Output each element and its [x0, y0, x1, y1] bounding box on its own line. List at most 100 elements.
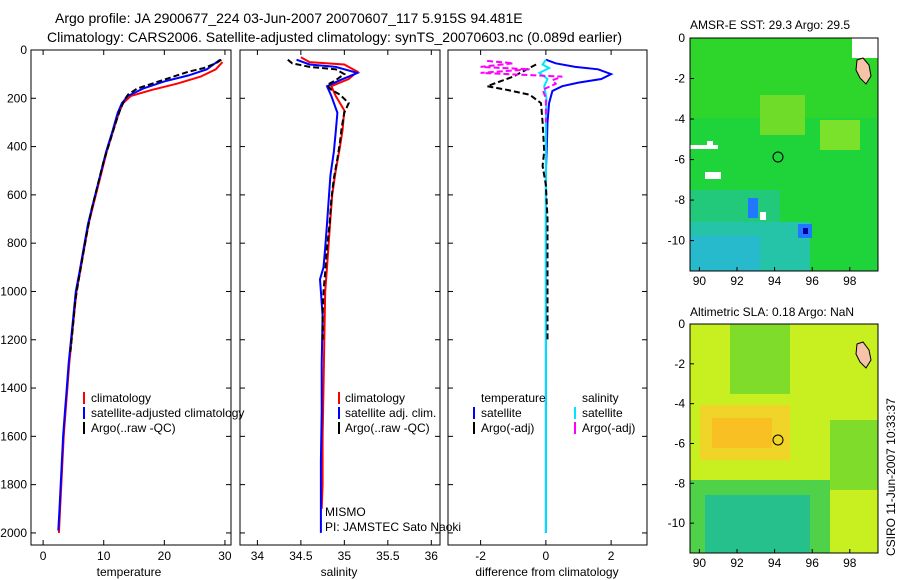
sla_map-ytick-label: -8 — [674, 476, 685, 490]
salinity-xlabel: salinity — [321, 565, 358, 579]
depth-ytick-label: 2000 — [0, 526, 27, 540]
sst-map-patch-blue-1 — [748, 198, 758, 218]
sst-map-nodata-3 — [705, 172, 721, 179]
sst_map-xtick-label: 94 — [768, 274, 782, 288]
depth-ytick-label: 1800 — [0, 478, 27, 492]
salinity-series-argo — [287, 58, 350, 340]
sst_map-ytick-label: -10 — [668, 234, 686, 248]
temperature-axes-frame — [30, 49, 232, 546]
sst_map-xtick-label: 96 — [806, 274, 820, 288]
sla_map-xtick-label: 90 — [693, 556, 707, 570]
sla-map-argo-marker — [772, 434, 784, 446]
sla-map-patch-green-right — [830, 420, 878, 490]
sst-map-patch-darkblue — [803, 228, 808, 234]
sst-map-nodata-top-right — [852, 38, 878, 58]
sla_map-xtick-label: 94 — [768, 556, 782, 570]
sst-map-nodata-1 — [690, 145, 718, 149]
difference-xtick-label: 2 — [608, 549, 615, 563]
sst-map-patch-cyan — [690, 236, 760, 271]
temperature-xtick-label: 10 — [97, 549, 111, 563]
difference-xtick-label: 0 — [543, 549, 550, 563]
sla_map-ytick-label: 0 — [678, 317, 685, 331]
difference-xlabel: difference from climatology — [475, 565, 618, 579]
salinity-xtick-label: 34.5 — [289, 549, 313, 563]
sst_map-ytick-label: -2 — [674, 72, 685, 86]
sst-map-nodata-2 — [707, 141, 713, 147]
salinity-series-climatology — [300, 56, 360, 509]
depth-ytick-label: 1000 — [0, 284, 27, 298]
legend-label-temp-argo: Argo(-adj) — [481, 421, 534, 435]
sla-map-title: Altimetric SLA: 0.18 Argo: NaN — [690, 305, 855, 319]
legend-label-climatology: climatology — [345, 391, 405, 405]
sla_map-xtick-label: 98 — [843, 556, 857, 570]
difference-axes-frame — [447, 49, 648, 546]
depth-ytick-label: 0 — [20, 43, 27, 57]
sst-map-patch-yellowgreen — [760, 95, 805, 135]
legend-label-satellite: satellite-adjusted climatology — [91, 406, 244, 420]
sla_map-ytick-label: -6 — [674, 436, 685, 450]
legend-label-argo: Argo(..raw -QC) — [345, 421, 430, 435]
tick-layer: 0 10 20 30020040060080010001200140016001800… — [0, 31, 856, 570]
sla-map-frame — [689, 323, 879, 554]
temperature-xtick-label: 30 — [218, 549, 232, 563]
sst-map-land — [855, 57, 872, 85]
sst-map-frame — [689, 37, 879, 272]
annotation-pi: PI: JAMSTEC Sato Naoki — [325, 520, 461, 534]
depth-ytick-label: 600 — [7, 188, 27, 202]
profile-title: Argo profile: JA 2900677_224 03-Jun-2007… — [55, 10, 523, 26]
depth-ytick-label: 800 — [7, 236, 27, 250]
sla-map — [689, 323, 879, 554]
legend-label-temp-satellite: satellite — [481, 406, 522, 420]
sst-map — [689, 37, 879, 272]
difference-series-temp-satellite — [544, 58, 614, 533]
temperature-xtick-label: 0 — [40, 549, 47, 563]
sst-map-argo-marker — [772, 151, 784, 163]
depth-ytick-label: 1600 — [0, 429, 27, 443]
sla_map-xtick-label: 96 — [806, 556, 820, 570]
depth-ytick-label: 1200 — [0, 333, 27, 347]
legend-label-argo: Argo(..raw -QC) — [91, 421, 176, 435]
salinity-xtick-label: 35.5 — [376, 549, 400, 563]
difference-series-sal-argo — [480, 59, 563, 123]
salinity-axes-frame — [239, 49, 441, 546]
annotation-mismo: MISMO — [325, 505, 366, 519]
sla_map-ytick-label: -2 — [674, 357, 685, 371]
salinity-xtick-label: 36 — [425, 549, 439, 563]
temperature-xtick-label: 20 — [158, 549, 172, 563]
depth-ytick-label: 1400 — [0, 381, 27, 395]
sst_map-ytick-label: -4 — [674, 112, 685, 126]
salinity-xtick-label: 35 — [338, 549, 352, 563]
temperature-panel: temperature climatology satellite-adjust… — [30, 49, 244, 579]
sst_map-ytick-label: -6 — [674, 153, 685, 167]
depth-ytick-label: 200 — [7, 91, 27, 105]
sla_map-ytick-label: -4 — [674, 397, 685, 411]
salinity-xtick-label: 34 — [251, 549, 265, 563]
legend-label-sal-satellite: satellite — [582, 406, 623, 420]
difference-panel: difference from climatology temperature … — [447, 49, 648, 579]
salinity-series-satellite — [296, 58, 361, 533]
sst_map-ytick-label: -8 — [674, 193, 685, 207]
legend-label-satellite: satellite adj. clim. — [345, 406, 436, 420]
temperature-series-satellite-adjusted — [57, 58, 221, 531]
legend-header-salinity: salinity — [582, 391, 619, 405]
sst_map-xtick-label: 98 — [843, 274, 857, 288]
legend-label-sal-argo: Argo(-adj) — [582, 421, 635, 435]
sla-map-patch-green-top — [730, 324, 790, 394]
sla-map-patch-orange-core — [712, 418, 772, 448]
sst-map-patch-yellowgreen-2 — [820, 120, 860, 150]
sst-map-title: AMSR-E SST: 29.3 Argo: 29.5 — [690, 18, 851, 32]
legend-header-temperature: temperature — [481, 391, 546, 405]
difference-series-temp-argo — [483, 63, 549, 340]
depth-ytick-label: 400 — [7, 140, 27, 154]
sla-map-land — [855, 341, 872, 369]
temperature-xlabel: temperature — [97, 565, 162, 579]
legend-label-climatology: climatology — [91, 391, 151, 405]
sla-map-patch-teal-bottom — [705, 495, 810, 553]
difference-xtick-label: -2 — [475, 549, 486, 563]
sla_map-ytick-label: -10 — [668, 516, 686, 530]
temperature-series-argo — [69, 58, 222, 352]
sst_map-xtick-label: 92 — [730, 274, 744, 288]
sst_map-xtick-label: 90 — [693, 274, 707, 288]
temperature-series-climatology — [57, 61, 224, 533]
